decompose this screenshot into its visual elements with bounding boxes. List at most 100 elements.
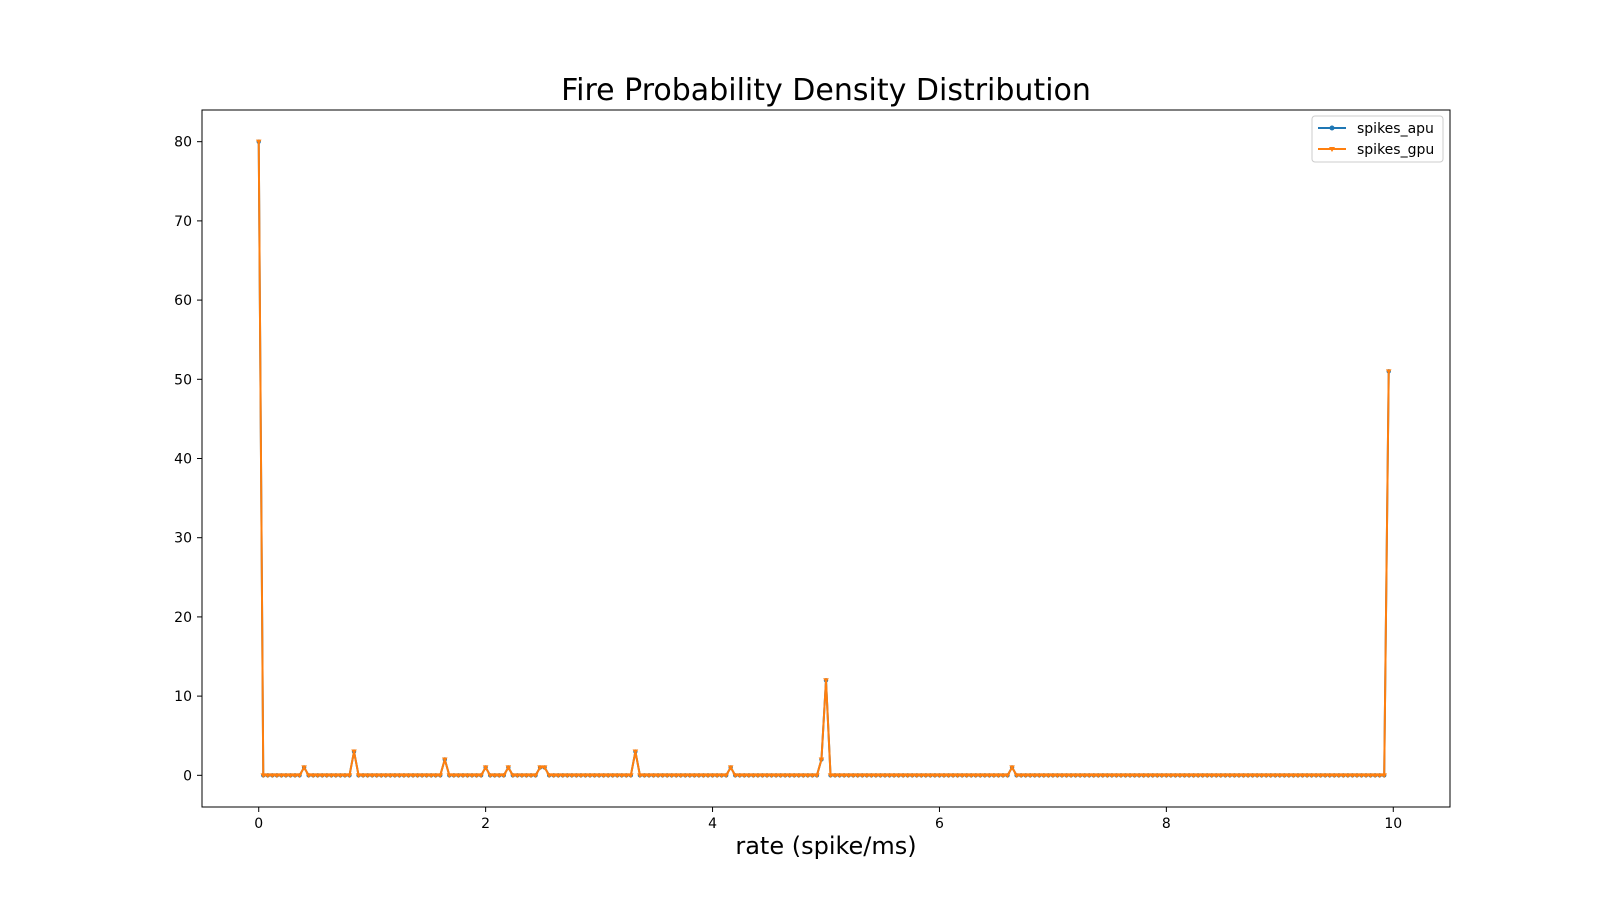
legend-item: spikes_apu: [1318, 121, 1434, 137]
data-point: [1286, 773, 1292, 779]
data-point: [559, 773, 566, 779]
data-point: [1381, 773, 1387, 779]
data-point: [1376, 773, 1383, 779]
data-point: [546, 773, 552, 779]
data-point: [732, 773, 739, 779]
data-point: [469, 773, 475, 779]
data-point: [909, 773, 916, 779]
data-point: [482, 765, 489, 771]
data-point: [1363, 773, 1369, 779]
data-point: [1263, 773, 1270, 779]
data-point: [795, 773, 802, 779]
data-point: [1236, 773, 1242, 779]
data-point: [1367, 773, 1374, 779]
data-point: [1190, 773, 1197, 779]
data-point: [1254, 773, 1260, 779]
data-point: [523, 773, 530, 779]
data-point: [1068, 773, 1074, 779]
data-point: [623, 773, 630, 779]
data-point: [1331, 773, 1338, 779]
data-point: [555, 773, 562, 779]
data-point: [859, 773, 866, 779]
legend-item: spikes_gpu: [1318, 142, 1434, 158]
series-spikes_apu: [256, 139, 1391, 778]
data-point: [696, 773, 702, 779]
data-point: [1009, 765, 1015, 771]
data-point: [641, 773, 648, 779]
data-point: [337, 773, 344, 779]
data-point: [618, 773, 625, 779]
data-point: [1022, 773, 1029, 779]
data-point: [646, 773, 652, 779]
data-point: [714, 773, 720, 779]
data-point: [664, 773, 670, 779]
data-point: [786, 773, 793, 779]
data-point: [1018, 773, 1024, 779]
data-point: [886, 773, 893, 779]
data-point: [628, 773, 634, 779]
data-point: [959, 773, 965, 779]
data-point: [1317, 773, 1324, 779]
data-point: [682, 773, 689, 779]
data-point: [1050, 773, 1056, 779]
data-point: [1172, 773, 1179, 779]
x-tick-label: 8: [1162, 816, 1171, 832]
data-point: [1159, 773, 1165, 779]
data-point: [1358, 773, 1365, 779]
data-point: [977, 773, 984, 779]
y-tick-label: 10: [174, 689, 192, 705]
data-point: [519, 773, 525, 779]
data-point: [1145, 773, 1152, 779]
data-point: [918, 773, 925, 779]
y-tick-label: 80: [174, 135, 192, 151]
data-point: [423, 773, 430, 779]
y-axis: 0 10 20 30 40 50 60 70 80: [174, 135, 202, 784]
data-point: [845, 773, 852, 779]
data-point: [727, 765, 734, 771]
data-point: [573, 773, 580, 779]
data-point: [841, 773, 847, 779]
data-point: [1127, 773, 1133, 779]
data-point: [582, 773, 589, 779]
data-point: [1208, 773, 1215, 779]
data-point: [473, 773, 480, 779]
data-point: [982, 773, 988, 779]
data-point: [446, 773, 453, 779]
x-tick-label: 0: [254, 816, 263, 832]
data-point: [832, 773, 838, 779]
data-point: [1077, 773, 1083, 779]
data-point: [1218, 773, 1224, 779]
data-point: [854, 773, 861, 779]
data-point: [528, 773, 534, 779]
data-point: [891, 773, 897, 779]
data-point: [360, 773, 366, 779]
data-point: [1090, 773, 1097, 779]
data-point: [396, 773, 403, 779]
data-point: [537, 765, 543, 771]
data-point: [868, 773, 875, 779]
data-point: [1249, 773, 1256, 779]
data-point: [1177, 773, 1183, 779]
data-point: [1222, 773, 1229, 779]
data-point: [709, 773, 716, 779]
data-point: [1181, 773, 1188, 779]
data-point: [945, 773, 952, 779]
data-point: [673, 773, 680, 779]
data-point: [877, 773, 884, 779]
data-point: [1072, 773, 1079, 779]
data-point: [1045, 773, 1052, 779]
data-point: [1204, 773, 1211, 779]
data-point: [578, 773, 584, 779]
data-point: [428, 773, 434, 779]
series-line: [257, 141, 1390, 777]
data-point: [491, 773, 498, 779]
axes-frame: [201, 109, 1451, 808]
data-point: [1059, 773, 1065, 779]
data-point: [768, 773, 775, 779]
data-point: [355, 773, 362, 779]
data-point: [927, 773, 934, 779]
data-point: [764, 773, 770, 779]
data-point: [1213, 773, 1220, 779]
data-point: [1086, 773, 1093, 779]
data-point: [1054, 773, 1061, 779]
